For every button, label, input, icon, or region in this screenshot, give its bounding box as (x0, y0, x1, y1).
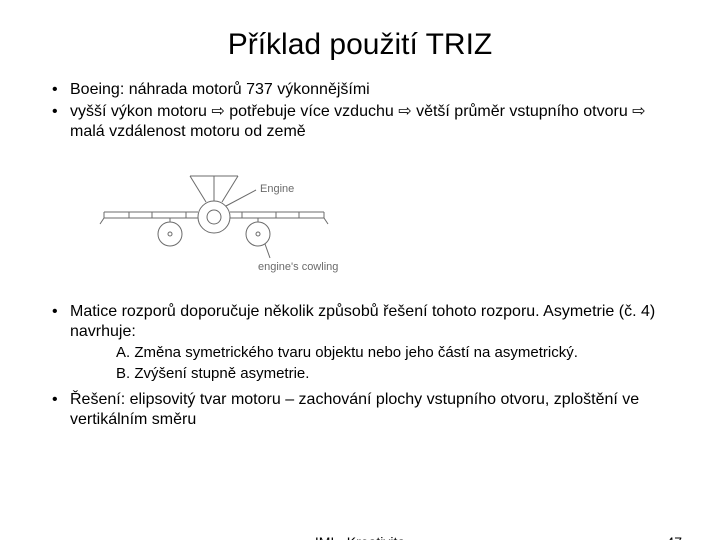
slide-content: Boeing: náhrada motorů 737 výkonnějšími … (0, 80, 720, 430)
airplane-svg: Engine engine's cowling (74, 152, 354, 282)
label-engine: Engine (260, 183, 294, 195)
bullet-3: Matice rozporů doporučuje několik způsob… (50, 302, 670, 384)
label-cowling: engine's cowling (258, 261, 338, 273)
bullet-list-top: Boeing: náhrada motorů 737 výkonnějšími … (50, 80, 670, 142)
sub-b: B. Zvýšení stupně asymetrie. (116, 365, 670, 384)
bullet-2: vyšší výkon motoru ⇨ potřebuje více vzdu… (50, 102, 670, 142)
page-number: 47 (666, 534, 682, 540)
airplane-diagram: Engine engine's cowling (74, 152, 670, 288)
bullet-1: Boeing: náhrada motorů 737 výkonnějšími (50, 80, 670, 100)
bullet-list-bottom: Matice rozporů doporučuje několik způsob… (50, 302, 670, 430)
slide: Příklad použití TRIZ Boeing: náhrada mot… (0, 28, 720, 540)
footer-center: IMI - Kreativita (0, 534, 720, 540)
slide-title: Příklad použití TRIZ (0, 28, 720, 62)
bullet-3-text: Matice rozporů doporučuje několik způsob… (70, 303, 655, 340)
sub-a: A. Změna symetrického tvaru objektu nebo… (116, 344, 670, 363)
sublist: A. Změna symetrického tvaru objektu nebo… (70, 344, 670, 384)
bullet-4: Řešení: elipsovitý tvar motoru – zachová… (50, 390, 670, 430)
